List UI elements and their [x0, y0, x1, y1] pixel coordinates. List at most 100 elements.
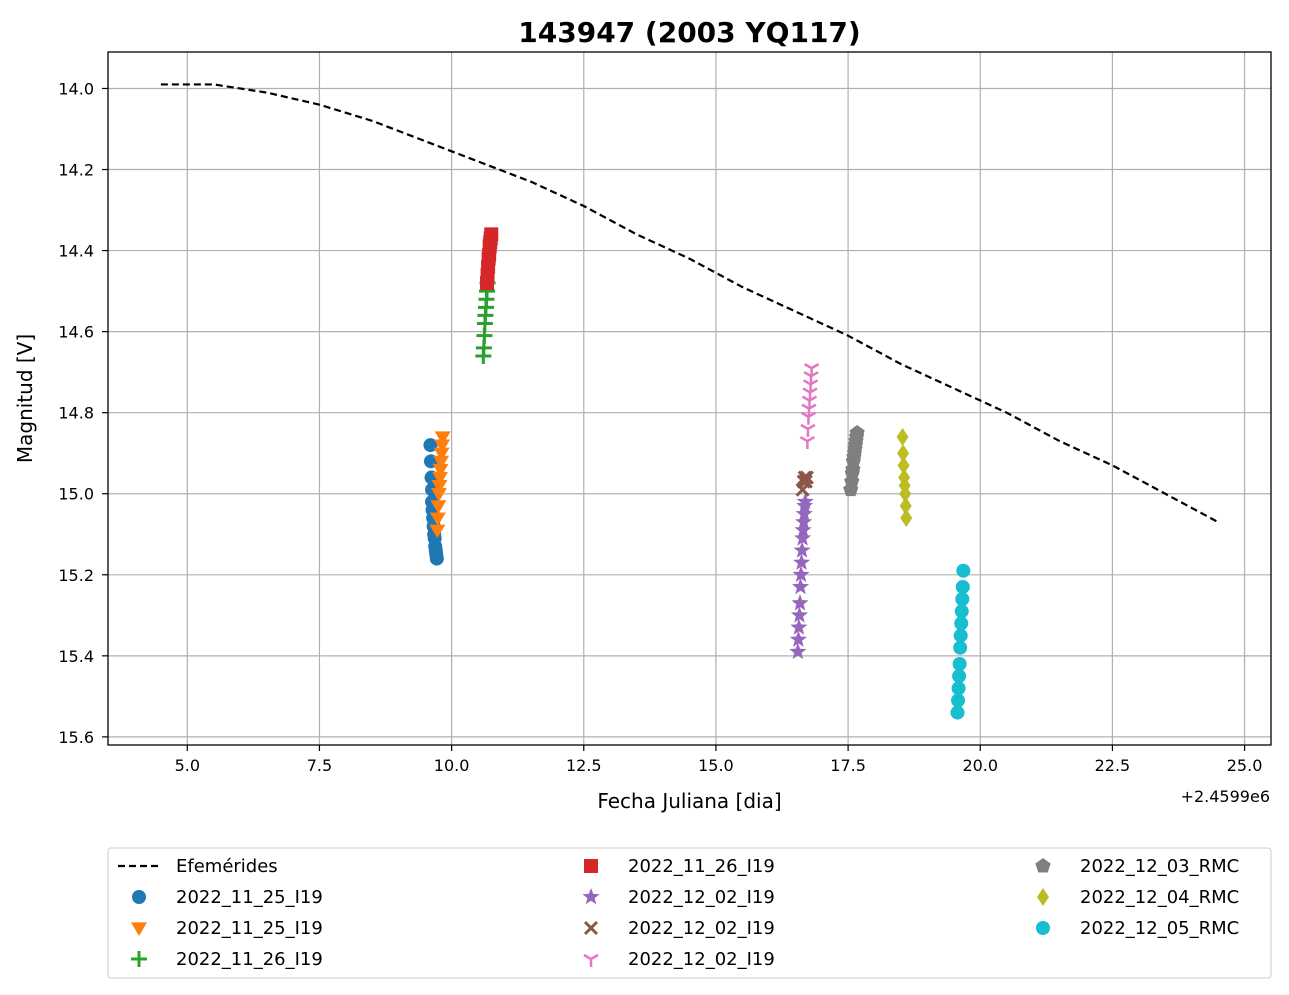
data-point: [799, 435, 816, 450]
data-point: [900, 509, 913, 528]
data-point: [434, 431, 451, 445]
x-tick-label: 5.0: [175, 756, 200, 775]
data-point: [897, 444, 910, 463]
legend-marker: [1037, 888, 1049, 906]
legend-label: 2022_12_02_I19: [628, 887, 775, 908]
legend-entry: 2022_12_04_RMC: [1037, 887, 1239, 908]
legend-entry: 2022_12_02_I19: [583, 918, 775, 939]
y-axis-label: Magnitud [V]: [13, 334, 37, 463]
legend-entry: 2022_12_05_RMC: [1036, 918, 1239, 939]
x-tick-label: 7.5: [307, 756, 332, 775]
x-offset-label: +2.4599e6: [1181, 787, 1270, 806]
x-axis-label: Fecha Juliana [dia]: [597, 789, 781, 813]
legend-marker: [131, 951, 147, 967]
x-tick-label: 25.0: [1227, 756, 1263, 775]
data-point: [433, 447, 450, 462]
data-point: [796, 492, 814, 510]
legend-label: Efemérides: [176, 856, 278, 877]
legend-label: 2022_11_25_I19: [176, 918, 323, 939]
data-point: [429, 524, 446, 539]
x-tick-label: 17.5: [830, 756, 866, 775]
series-6: [795, 470, 814, 497]
legend-marker: [583, 953, 599, 967]
data-point: [951, 681, 966, 696]
legend-label: 2022_11_25_I19: [176, 887, 323, 908]
y-tick-label: 15.4: [58, 647, 94, 666]
data-point: [955, 579, 970, 594]
legend-entry: 2022_11_25_I19: [131, 918, 323, 939]
data-point: [792, 565, 810, 583]
data-point: [790, 606, 809, 623]
data-point: [800, 423, 816, 437]
legend-entry: 2022_12_02_I19: [583, 949, 775, 970]
legend-marker: [131, 922, 147, 936]
data-point: [794, 521, 812, 538]
x-tick-label: 15.0: [698, 756, 734, 775]
data-point: [789, 642, 807, 660]
legend-marker: [132, 890, 146, 904]
series-7: [799, 363, 820, 450]
data-point: [793, 541, 811, 558]
plot-frame: [107, 51, 1272, 746]
data-point: [789, 630, 807, 647]
data-point: [899, 484, 912, 503]
data-point: [429, 512, 446, 527]
data-point: [795, 505, 813, 522]
ephemeris-line: [160, 83, 1219, 524]
data-point: [423, 438, 438, 453]
legend-entry: 2022_11_26_I19: [584, 856, 775, 877]
data-point: [896, 428, 909, 446]
data-point: [434, 439, 451, 454]
legend-frame: [107, 847, 1272, 979]
y-tick-label: 14.6: [58, 323, 94, 342]
series-2: [429, 431, 451, 539]
data-point: [791, 577, 810, 595]
series-8: [843, 424, 865, 497]
data-point: [952, 656, 967, 671]
data-point: [953, 640, 968, 655]
y-tick-label: 15.0: [58, 485, 94, 504]
x-tick-label: 12.5: [566, 756, 602, 775]
data-point: [799, 470, 814, 485]
data-point: [954, 616, 969, 631]
legend-label: 2022_12_04_RMC: [1080, 887, 1239, 908]
y-tick-label: 14.4: [58, 242, 94, 261]
data-point: [952, 669, 967, 684]
series-0: [160, 83, 1219, 524]
y-tick-label: 14.8: [58, 404, 94, 423]
data-point: [430, 500, 447, 514]
legend-label: 2022_12_02_I19: [628, 918, 775, 939]
legend-entry: 2022_11_25_I19: [132, 887, 323, 908]
data-point: [899, 496, 912, 515]
data-point: [897, 456, 910, 475]
data-point: [798, 474, 813, 489]
data-point: [433, 455, 450, 470]
grid: [108, 52, 1271, 745]
data-point: [956, 563, 971, 578]
data-point: [849, 424, 865, 440]
data-point: [790, 618, 808, 635]
legend-label: 2022_12_05_RMC: [1080, 918, 1239, 939]
data-point: [951, 693, 966, 708]
data-point: [954, 604, 969, 619]
data-point: [431, 480, 448, 494]
legend-entry: 2022_12_02_I19: [582, 887, 775, 908]
series-4: [480, 227, 499, 290]
plot-series: [160, 83, 1219, 720]
data-point: [955, 592, 970, 607]
data-point: [484, 227, 499, 242]
legend-marker: [1036, 921, 1050, 935]
legend-entry: Efemérides: [118, 856, 278, 877]
x-axis-ticks: 5.0 7.5 10.0 12.5 15.0 17.5 20.0 22.5 25.0: [175, 745, 1263, 775]
legend-marker: [1035, 858, 1051, 873]
data-point: [950, 705, 965, 720]
y-tick-label: 15.2: [58, 566, 94, 585]
data-point: [794, 529, 812, 546]
x-tick-label: 10.0: [434, 756, 470, 775]
data-point: [431, 471, 448, 486]
data-point: [429, 551, 444, 566]
data-point: [430, 488, 447, 502]
legend-marker: [582, 888, 600, 905]
series-10: [950, 563, 971, 720]
